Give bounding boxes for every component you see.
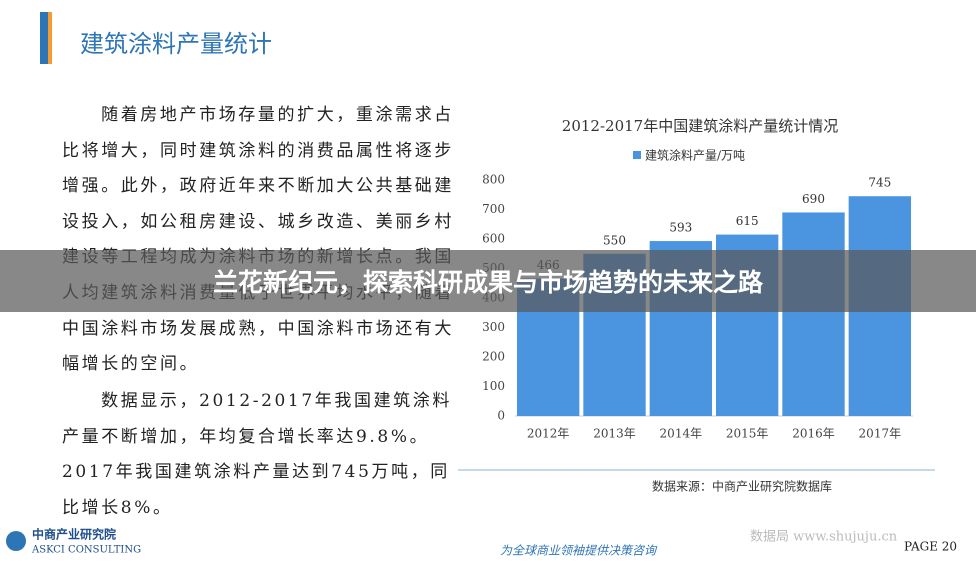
y-tick-label: 0 [497, 409, 505, 423]
logo-cn: 中商产业研究院 [32, 527, 116, 542]
legend-label: 建筑涂料产量/万吨 [645, 148, 745, 163]
y-tick-label: 200 [482, 350, 505, 364]
chart-title: 2012-2017年中国建筑涂料产量统计情况 [562, 117, 838, 135]
page-number: PAGE 20 [904, 540, 957, 554]
banner: 兰花新纪元，探索科研成果与市场趋势的未来之路 [0, 250, 976, 312]
x-tick-label: 2012年 [527, 427, 570, 441]
y-tick-label: 600 [482, 232, 505, 246]
y-tick-label: 800 [482, 173, 505, 187]
paragraph: 数据显示，2012-2017年我国建筑涂料产量不断增加，年均复合增长率达9.8%… [62, 391, 452, 518]
y-tick-label: 100 [482, 379, 505, 393]
source: 数据来源：中商产业研究院数据库 [652, 479, 832, 494]
logo-en: ASKCI CONSULTING [31, 545, 141, 556]
accent-bar [40, 12, 48, 64]
y-tick-label: 300 [482, 320, 505, 334]
y-tick-label: 700 [482, 202, 505, 216]
accent-bar [48, 12, 52, 64]
data-label: 690 [802, 192, 825, 206]
logo-icon [6, 531, 26, 551]
legend-swatch [633, 151, 641, 159]
bar [782, 212, 845, 416]
watermark: 数据局 www.shujuju.cn [750, 530, 898, 545]
data-label: 593 [669, 221, 692, 235]
data-label: 745 [868, 176, 891, 190]
data-label: 615 [736, 214, 759, 228]
slogan: 为全球商业领袖提供决策咨询 [500, 544, 658, 558]
data-label: 550 [603, 233, 626, 247]
x-tick-label: 2015年 [726, 427, 769, 441]
x-tick-label: 2016年 [792, 427, 835, 441]
x-tick-label: 2017年 [859, 427, 902, 441]
x-tick-label: 2013年 [593, 427, 636, 441]
slide-title: 建筑涂料产量统计 [80, 30, 272, 58]
x-tick-label: 2014年 [660, 427, 703, 441]
